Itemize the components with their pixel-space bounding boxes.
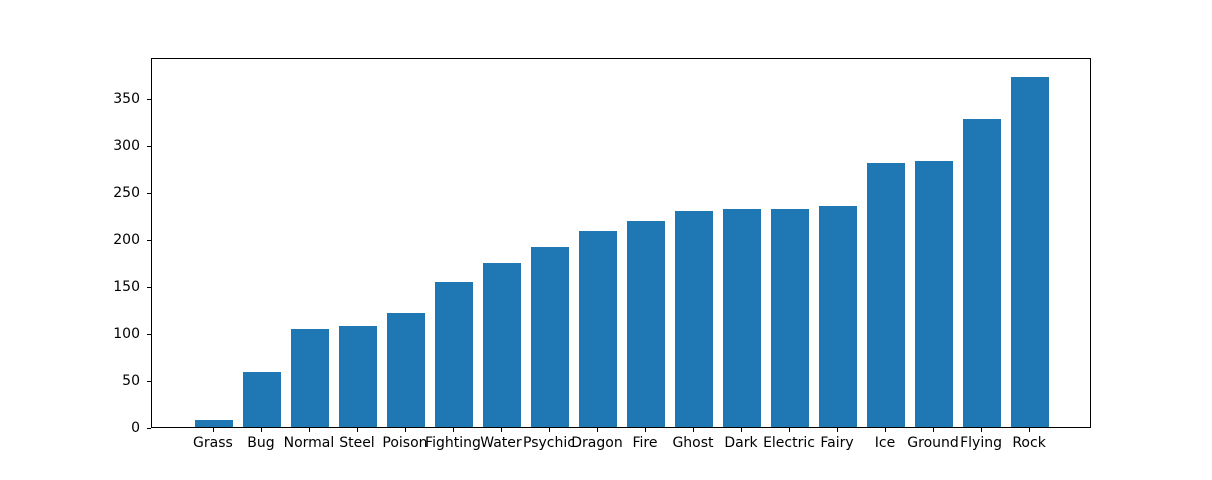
x-tick-mark (1029, 428, 1031, 432)
x-tick-mark (789, 428, 791, 432)
y-tick-label: 150 (113, 279, 140, 296)
x-tick-mark (356, 428, 358, 432)
x-tick-mark (452, 428, 454, 432)
y-tick-label: 200 (113, 232, 140, 249)
bar-ghost (674, 211, 714, 427)
y-tick-mark (147, 239, 151, 241)
bar-ground (914, 160, 954, 427)
y-tick-mark (147, 98, 151, 100)
x-tick-mark (404, 428, 406, 432)
y-tick-mark (147, 333, 151, 335)
x-tick-label-psychic: Psychic (523, 435, 575, 451)
y-tick-mark (147, 192, 151, 194)
x-tick-label-water: Water (480, 435, 522, 451)
x-tick-label-rock: Rock (1012, 435, 1046, 451)
y-tick-label: 0 (131, 420, 140, 436)
bar-dragon (578, 230, 618, 427)
x-tick-mark (981, 428, 983, 432)
bar-poison (386, 312, 426, 427)
y-tick-mark (147, 286, 151, 288)
y-tick-label: 50 (122, 373, 140, 390)
bar-rock (1010, 76, 1050, 427)
x-tick-label-grass: Grass (193, 435, 233, 451)
x-tick-mark (693, 428, 694, 432)
y-tick-mark (147, 427, 151, 429)
bar-water (482, 262, 522, 427)
x-tick-label-ghost: Ghost (672, 435, 714, 451)
x-tick-label-steel: Steel (339, 435, 375, 451)
x-tick-label-fire: Fire (632, 435, 658, 451)
bar-electric (770, 209, 810, 427)
x-tick-label-normal: Normal (283, 435, 335, 451)
y-tick-label: 300 (113, 138, 140, 155)
x-tick-mark (741, 428, 743, 432)
x-tick-label-poison: Poison (382, 435, 428, 451)
y-tick-mark (147, 145, 151, 147)
y-tick-label: 350 (113, 91, 140, 108)
bar-grass (194, 419, 234, 427)
x-tick-mark (596, 428, 598, 432)
x-tick-label-electric: Electric (763, 435, 815, 451)
y-tick-mark (147, 380, 151, 382)
bar-steel (338, 326, 378, 427)
x-tick-mark (260, 428, 262, 432)
x-tick-mark (885, 428, 887, 432)
x-tick-label-flying: Flying (960, 435, 1002, 451)
x-tick-label-ground: Ground (907, 435, 959, 451)
x-tick-mark (212, 428, 214, 432)
x-tick-label-dark: Dark (724, 435, 758, 451)
x-tick-mark (933, 428, 935, 432)
x-tick-mark (548, 428, 550, 432)
x-tick-mark (308, 428, 310, 432)
bar-dark (722, 209, 762, 427)
bar-fairy (818, 205, 858, 427)
bar-normal (290, 328, 330, 427)
x-tick-label-fighting: Fighting (425, 435, 481, 451)
y-tick-label: 100 (113, 326, 140, 343)
y-tick-label: 250 (113, 185, 140, 202)
x-tick-label-dragon: Dragon (571, 435, 623, 451)
x-tick-label-ice: Ice (874, 435, 896, 451)
bar-fire (626, 221, 666, 427)
x-tick-mark (645, 428, 646, 432)
x-tick-label-bug: Bug (247, 435, 275, 451)
bar-fighting (434, 282, 474, 427)
bar-flying (962, 118, 1002, 427)
x-tick-mark (500, 428, 502, 432)
bar-psychic (530, 246, 570, 427)
x-tick-label-fairy: Fairy (820, 435, 854, 451)
x-tick-mark (837, 428, 839, 432)
bar-bug (242, 371, 282, 427)
plot-area (151, 58, 1091, 428)
bar-ice (866, 163, 906, 427)
